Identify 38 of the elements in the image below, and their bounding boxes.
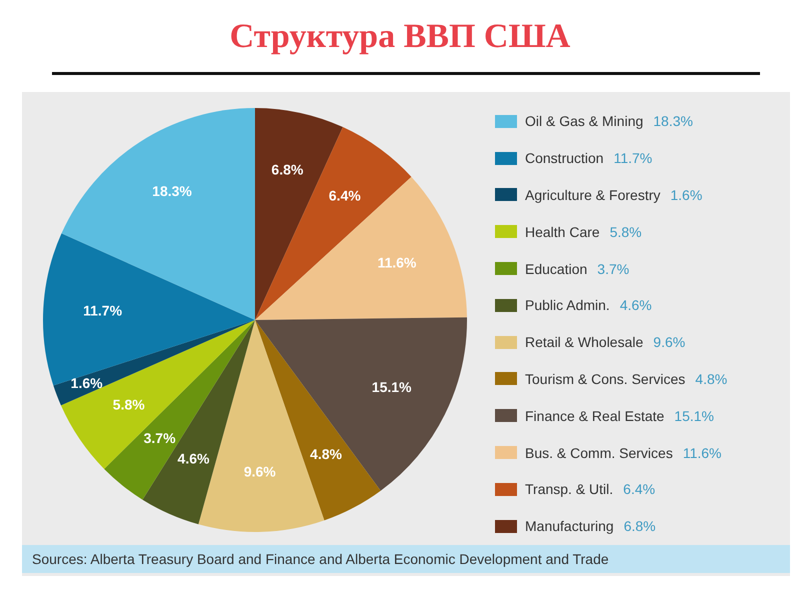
text: 11.7% [614,150,652,166]
legend-label: Finance & Real Estate [525,408,664,424]
text: 18.3% [653,113,693,130]
chart-title: Структура ВВП США [228,18,572,56]
text: 15.1% [674,408,714,424]
data-label: 3.7% [144,430,176,446]
legend-label: Manufacturing [525,518,614,534]
legend-label: Public Admin. [525,297,610,314]
data-label: 9.6% [244,463,276,480]
data-label: 15.1% [372,378,412,395]
legend-label: Transp. & Util. [525,481,614,498]
legend-label: Tourism & Cons. Services [525,370,686,387]
text: 9.6% [653,334,686,350]
legend-label: Agriculture & Forestry [525,186,660,203]
data-label: 5.8% [112,396,146,413]
text: 6.8% [624,518,656,534]
text: 5.8% [610,224,642,240]
data-label: 4.8% [310,446,342,462]
data-label: 4.6% [178,450,210,467]
text: 3.7% [597,260,630,277]
data-label: 6.8% [271,162,304,178]
data-label: 11.7% [83,302,123,319]
data-label: 11.6% [377,254,417,271]
source-note: Sources: Alberta Treasury Board and Finance and Alberta Economic Development and Trade [22,545,790,573]
legend-label: Construction [525,150,604,166]
legend-label: Oil & Gas & Mining [525,113,644,130]
text: 4.6% [620,297,652,314]
text: 11.6% [682,444,722,461]
legend-label: Education [525,260,588,277]
data-label: 6.4% [328,187,362,204]
text: 4.8% [695,370,728,387]
legend-label: Retail & Wholesale [525,334,644,350]
text: 1.6% [670,186,702,203]
data-label: 1.6% [70,375,104,392]
text: 6.4% [623,481,656,498]
data-label: 18.3% [152,182,192,199]
legend-label: Health Care [525,224,600,240]
legend-label: Bus. & Comm. Services [525,444,673,461]
